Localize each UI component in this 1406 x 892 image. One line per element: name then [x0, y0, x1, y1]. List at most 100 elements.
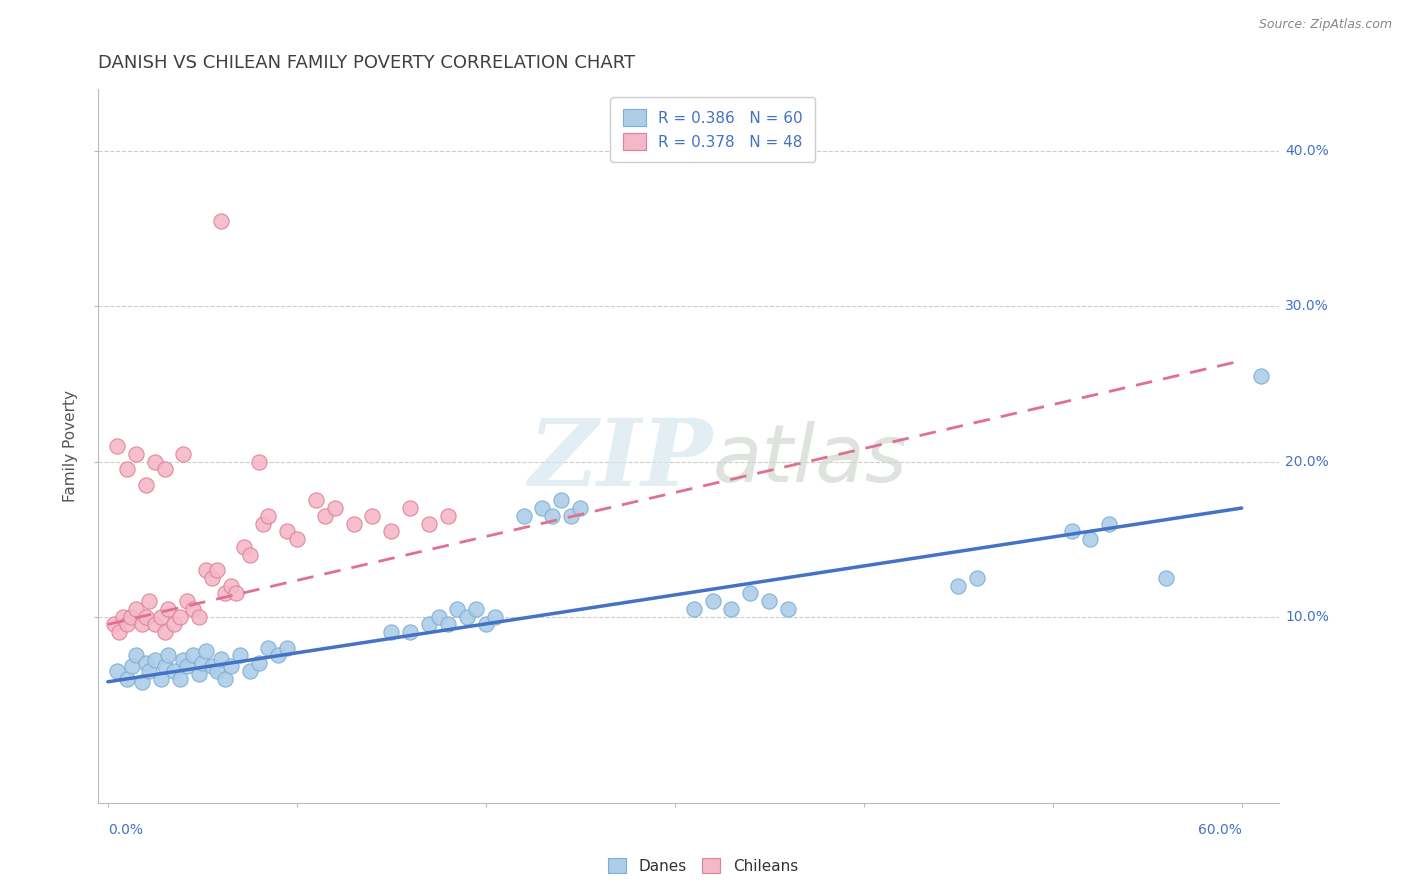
Point [966, 571, 988, 585]
Point [550, 493, 572, 508]
Text: atlas: atlas [713, 421, 907, 500]
Legend: Danes, Chileans: Danes, Chileans [602, 852, 804, 880]
Point [149, 672, 172, 686]
Point [323, 501, 346, 516]
Point [172, 653, 194, 667]
Point [219, 579, 242, 593]
Point [125, 648, 148, 663]
Point [115, 672, 138, 686]
Point [209, 651, 232, 665]
Point [169, 672, 191, 686]
Point [437, 508, 460, 523]
Point [225, 586, 247, 600]
Point [135, 656, 157, 670]
Point [418, 617, 440, 632]
Point [103, 617, 125, 632]
Text: 0.0%: 0.0% [108, 823, 143, 837]
Point [399, 625, 422, 640]
Point [314, 508, 336, 523]
Point [1080, 532, 1102, 546]
Point [219, 659, 242, 673]
Point [702, 594, 724, 608]
Point [138, 664, 160, 678]
Point [191, 656, 214, 670]
Point [682, 602, 704, 616]
Point [531, 501, 554, 516]
Text: Source: ZipAtlas.com: Source: ZipAtlas.com [1258, 18, 1392, 31]
Text: ZIP: ZIP [529, 416, 713, 505]
Point [105, 664, 128, 678]
Point [569, 501, 592, 516]
Point [342, 516, 364, 531]
Point [131, 617, 153, 632]
Point [157, 648, 180, 663]
Point [446, 602, 468, 616]
Point [201, 659, 224, 673]
Point [1060, 524, 1083, 539]
Point [153, 462, 176, 476]
Point [252, 516, 274, 531]
Point [239, 548, 262, 562]
Point [207, 563, 229, 577]
Point [115, 617, 138, 632]
Point [176, 594, 198, 608]
Point [181, 648, 204, 663]
Text: 10.0%: 10.0% [1285, 609, 1329, 624]
Point [207, 664, 229, 678]
Point [195, 644, 218, 658]
Point [257, 640, 280, 655]
Point [149, 609, 172, 624]
Point [120, 609, 142, 624]
Point [138, 594, 160, 608]
Point [437, 617, 460, 632]
Point [111, 609, 134, 624]
Point [1250, 369, 1272, 384]
Point [267, 648, 290, 663]
Point [720, 602, 742, 616]
Point [135, 609, 157, 624]
Text: DANISH VS CHILEAN FAMILY POVERTY CORRELATION CHART: DANISH VS CHILEAN FAMILY POVERTY CORRELA… [98, 54, 636, 72]
Point [153, 625, 176, 640]
Point [163, 664, 186, 678]
Point [560, 508, 582, 523]
Point [125, 447, 148, 461]
Point [778, 602, 800, 616]
Point [163, 617, 186, 632]
Text: 30.0%: 30.0% [1285, 300, 1329, 313]
Point [125, 602, 148, 616]
Point [257, 508, 280, 523]
Point [232, 540, 254, 554]
Point [247, 454, 270, 468]
Point [465, 602, 488, 616]
Point [247, 656, 270, 670]
Point [195, 563, 218, 577]
Point [201, 571, 224, 585]
Point [456, 609, 478, 624]
Point [131, 674, 153, 689]
Point [276, 524, 298, 539]
Point [285, 532, 308, 546]
Y-axis label: Family Poverty: Family Poverty [63, 390, 79, 502]
Point [143, 454, 166, 468]
Point [187, 667, 209, 681]
Point [143, 617, 166, 632]
Point [108, 625, 131, 640]
Point [740, 586, 762, 600]
Point [135, 477, 157, 491]
Point [427, 609, 450, 624]
Point [153, 659, 176, 673]
Point [105, 439, 128, 453]
Point [209, 214, 232, 228]
Point [121, 659, 143, 673]
Point [484, 609, 506, 624]
Point [475, 617, 498, 632]
Point [948, 579, 970, 593]
Point [143, 653, 166, 667]
Point [380, 625, 402, 640]
Point [214, 586, 236, 600]
Legend: R = 0.386   N = 60, R = 0.378   N = 48: R = 0.386 N = 60, R = 0.378 N = 48 [610, 97, 814, 162]
Point [1098, 516, 1121, 531]
Point [276, 640, 298, 655]
Point [157, 602, 180, 616]
Point [181, 602, 204, 616]
